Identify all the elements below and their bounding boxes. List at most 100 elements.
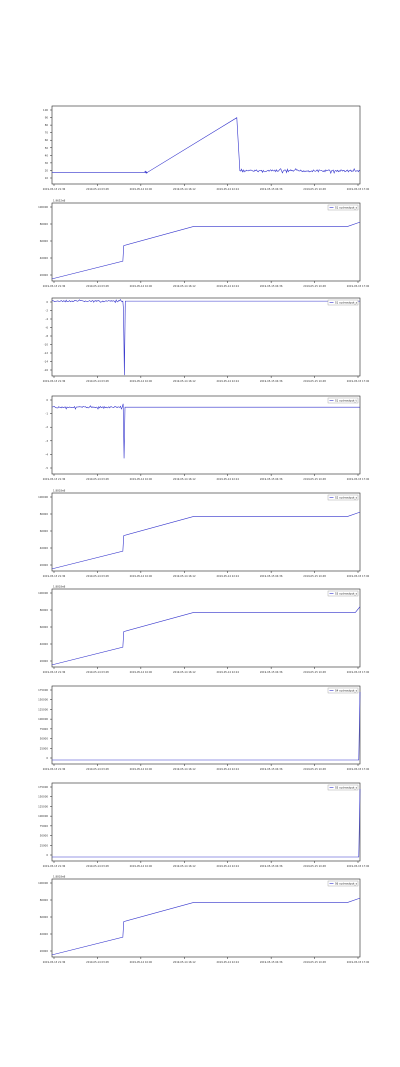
x-tick-label: 2019-05-14 03:48 (86, 284, 109, 288)
y-tick-label: 50000 (40, 834, 49, 838)
legend-label: S1 cycleoutput_s (335, 205, 358, 209)
x-tick-label: 2019-05-14 22:24 (216, 960, 239, 964)
axis-offset-label: 1.8818e8 (53, 489, 66, 493)
legend-box (327, 687, 359, 694)
x-tick-label: 2019-05-14 03:48 (86, 670, 109, 674)
y-tick-label: 20000 (40, 273, 49, 277)
series-line (52, 117, 361, 175)
y-tick-label: 60000 (40, 239, 49, 243)
x-tick-label: 2019-05-14 16:12 (173, 670, 196, 674)
x-tick-label: 2019-05-15 17:00 (347, 477, 370, 481)
y-tick-label: 100000 (38, 495, 48, 499)
y-tick-label: 80000 (40, 608, 49, 612)
x-tick-label: 2019-05-15 04:36 (260, 187, 283, 191)
y-tick-label: -14 (44, 360, 49, 364)
x-tick-label: 2019-05-14 16:12 (173, 864, 196, 868)
y-tick-label: -16 (44, 368, 49, 372)
y-tick-label: 175000 (38, 688, 48, 692)
plot-frame (51, 297, 361, 377)
y-tick-label: 40000 (40, 642, 49, 646)
y-tick-label: 20000 (40, 949, 49, 953)
y-tick-label: -2 (45, 309, 48, 313)
legend: S3 cycleoutput_s (327, 590, 359, 597)
legend-label: S3 cycleoutput_s (335, 591, 358, 595)
x-tick-label: 2019-05-14 10:00 (130, 284, 153, 288)
legend-label: S1 cycleoutput_z (335, 300, 358, 304)
y-tick-label: 40000 (40, 546, 49, 550)
y-tick-label: -6 (45, 326, 48, 330)
x-tick-label: 2019-05-14 10:00 (130, 379, 153, 383)
chart-7: 175000 150000 125000 100000 75000 50000 25000 0… (38, 685, 370, 771)
chart-9: 100000 80000 60000 40000 20000 2019-05-13 21:… (38, 875, 370, 965)
x-tick-label: 2019-05-13 21:36 (43, 379, 66, 383)
x-tick-label: 2019-05-14 10:00 (130, 574, 153, 578)
y-tick-label: 75000 (40, 727, 49, 731)
x-tick-label: 2019-05-14 22:24 (216, 574, 239, 578)
series-line (51, 299, 360, 376)
legend-box (327, 299, 359, 306)
y-tick-label: 0 (46, 756, 48, 760)
plot-frame (51, 588, 361, 668)
series-line (51, 897, 361, 956)
legend: S2 cycleoutput_s (327, 494, 359, 501)
y-tick-label: 25000 (40, 843, 49, 847)
plot-frame (51, 202, 361, 282)
x-tick-label: 2019-05-13 21:36 (43, 670, 66, 674)
chart-4: 0 -1 -2 -3 -4 -5 2019-05-13 21:36 2019-05-14 03… (43, 395, 370, 481)
x-tick-label: 2019-05-14 03:48 (86, 574, 109, 578)
x-tick-label: 2019-05-15 17:00 (347, 960, 370, 964)
legend-label: S5 cycleoutput_s (335, 785, 358, 789)
y-tick-label: 90 (45, 116, 49, 120)
plot-frame (51, 395, 361, 475)
x-tick-label: 2019-05-15 10:48 (303, 187, 326, 191)
x-tick-label: 2019-05-14 10:00 (130, 864, 153, 868)
series-line (52, 788, 361, 858)
legend-label: S6 cycleoutput_s (335, 881, 358, 885)
series-line (51, 403, 360, 459)
x-tick-label: 2019-05-15 04:36 (260, 960, 283, 964)
x-tick-label: 2019-05-15 17:00 (347, 864, 370, 868)
legend-box (327, 397, 359, 404)
legend: S1 cycleoutput_t (327, 397, 359, 404)
y-tick-label: 125000 (38, 707, 48, 711)
legend: S4 cycleoutput_s (327, 687, 359, 694)
x-tick-label: 2019-05-15 04:36 (260, 767, 283, 771)
y-tick-label: -4 (45, 452, 48, 456)
y-tick-label: 100 (43, 108, 48, 112)
y-tick-label: -2 (45, 425, 48, 429)
x-tick-label: 2019-05-14 22:24 (216, 284, 239, 288)
x-tick-label: 2019-05-15 04:36 (260, 574, 283, 578)
y-tick-label: 60 (45, 138, 49, 142)
x-tick-label: 2019-05-13 21:36 (43, 574, 66, 578)
x-tick-label: 2019-05-15 04:36 (260, 284, 283, 288)
x-tick-label: 2019-05-14 22:24 (216, 477, 239, 481)
x-tick-label: 2019-05-15 10:48 (303, 960, 326, 964)
series-line (51, 606, 361, 666)
legend: S1 cycleoutput_z (327, 299, 359, 306)
y-tick-label: 70 (45, 131, 49, 135)
y-tick-label: -10 (44, 343, 49, 347)
plot-frame (51, 685, 361, 765)
series-line (51, 221, 361, 280)
x-tick-label: 2019-05-14 16:12 (173, 960, 196, 964)
y-tick-label: 20 (45, 168, 49, 172)
x-tick-label: 2019-05-15 10:48 (303, 864, 326, 868)
y-tick-label: 40000 (40, 256, 49, 260)
x-tick-label: 2019-05-14 10:00 (130, 477, 153, 481)
legend-box (327, 590, 359, 597)
plot-frame (51, 105, 361, 185)
x-tick-label: 2019-05-14 16:12 (173, 379, 196, 383)
x-tick-label: 2019-05-14 22:24 (216, 379, 239, 383)
x-tick-label: 2019-05-14 03:48 (86, 187, 109, 191)
x-tick-label: 2019-05-15 17:00 (347, 379, 370, 383)
x-tick-label: 2019-05-15 04:36 (260, 379, 283, 383)
x-tick-label: 2019-05-13 21:36 (43, 767, 66, 771)
axis-offset-label: 1.8818e8 (53, 875, 66, 879)
y-tick-label: 80 (45, 123, 49, 127)
y-tick-label: 100000 (38, 881, 48, 885)
x-tick-label: 2019-05-14 16:12 (173, 477, 196, 481)
x-tick-label: 2019-05-13 21:36 (43, 864, 66, 868)
x-tick-label: 2019-05-14 10:00 (130, 670, 153, 674)
series-line (51, 511, 361, 570)
